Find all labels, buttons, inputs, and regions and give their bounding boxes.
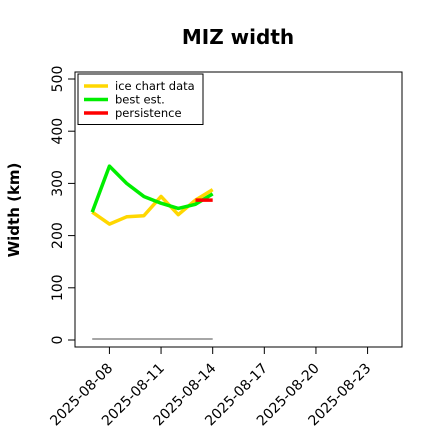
legend-label: persistence bbox=[115, 106, 182, 120]
chart-marks bbox=[90, 164, 214, 340]
y-axis-label: Width (km) bbox=[5, 163, 23, 258]
y-tick-label: 500 bbox=[50, 66, 66, 93]
legend-label: best est. bbox=[115, 93, 165, 107]
plot-frame bbox=[74, 71, 403, 348]
y-tick-label: 200 bbox=[50, 222, 66, 249]
series-line-2 bbox=[90, 164, 214, 213]
y-tick-label: 400 bbox=[50, 118, 66, 145]
chart-title: MIZ width bbox=[182, 25, 294, 49]
y-tick-label: 100 bbox=[50, 274, 66, 301]
legend-label: ice chart data bbox=[115, 79, 195, 93]
y-tick-label: 0 bbox=[50, 336, 66, 345]
series-line-1 bbox=[91, 188, 214, 226]
y-tick-label: 300 bbox=[50, 170, 66, 197]
